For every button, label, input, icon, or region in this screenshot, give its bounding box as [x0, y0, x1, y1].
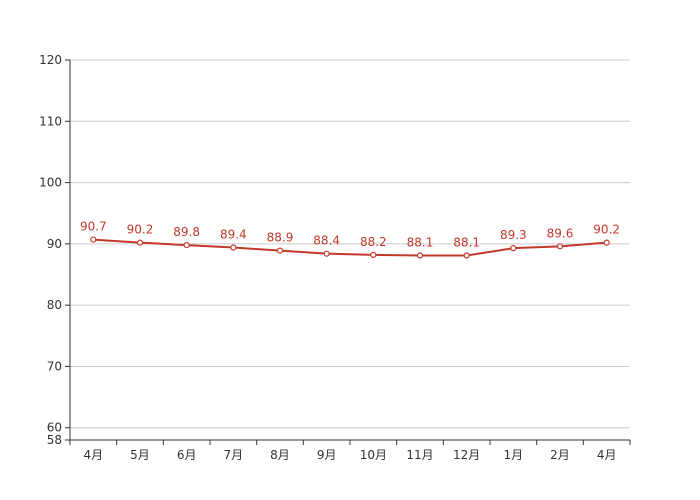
- data-point: [323, 250, 330, 257]
- data-point: [556, 243, 564, 250]
- y-tick-label: 58: [47, 433, 62, 447]
- data-point: [90, 236, 97, 243]
- y-tick-label: 100: [39, 176, 62, 190]
- data-point: [276, 247, 284, 254]
- data-label: 89.8: [173, 225, 200, 239]
- x-tick-label: 7月: [224, 448, 244, 462]
- x-tick-label: 6月: [177, 448, 197, 462]
- data-label: 88.1: [407, 236, 434, 250]
- data-point: [370, 251, 377, 259]
- y-tick-label: 70: [47, 359, 62, 373]
- data-point: [463, 252, 470, 259]
- data-label: 90.2: [127, 223, 154, 237]
- y-tick-label: 90: [47, 237, 62, 251]
- data-label: 90.2: [593, 223, 620, 237]
- x-tick-label: 4月: [84, 448, 104, 462]
- x-tick-label: 9月: [317, 448, 337, 462]
- data-labels: 90.7 90.2 89.8 89.4 88.9 88.4 88.2 88.1 88.1 89.3…: [80, 220, 620, 250]
- y-tick-label: 120: [39, 53, 62, 67]
- series: [90, 236, 610, 259]
- x-tick-label: 5月: [130, 448, 150, 462]
- data-point: [136, 239, 144, 246]
- x-tick-label: 1月: [504, 448, 524, 462]
- data-label: 88.4: [313, 234, 340, 248]
- x-tick-label: 12月: [453, 448, 480, 462]
- series-line: [93, 238, 607, 257]
- x-tick-label: 2月: [550, 448, 570, 462]
- data-label: 90.7: [80, 220, 107, 234]
- x-tick-label: 10月: [360, 448, 387, 462]
- x-tick-label: 8月: [270, 448, 290, 462]
- data-point: [603, 239, 610, 246]
- y-tick-label: 80: [47, 298, 62, 312]
- data-label: 89.6: [547, 226, 574, 240]
- data-point: [416, 252, 424, 259]
- data-point: [183, 241, 190, 249]
- y-tick-label: 110: [39, 114, 62, 128]
- x-tick-label: 4月: [597, 448, 617, 462]
- data-point: [230, 244, 237, 251]
- x-tick-label: 11月: [406, 448, 433, 462]
- data-label: 89.3: [500, 228, 527, 242]
- data-label: 89.4: [220, 228, 247, 242]
- data-label: 88.2: [360, 235, 387, 249]
- x-ticks: 4月 5月 6月 7月 8月 9月 10月 11月 12月 1月 2月 4月: [69, 440, 631, 462]
- data-label: 88.9: [267, 231, 294, 245]
- data-label: 88.1: [453, 236, 480, 250]
- axes: [69, 60, 630, 441]
- data-point: [510, 245, 517, 252]
- y-tick-label: 60: [47, 421, 62, 435]
